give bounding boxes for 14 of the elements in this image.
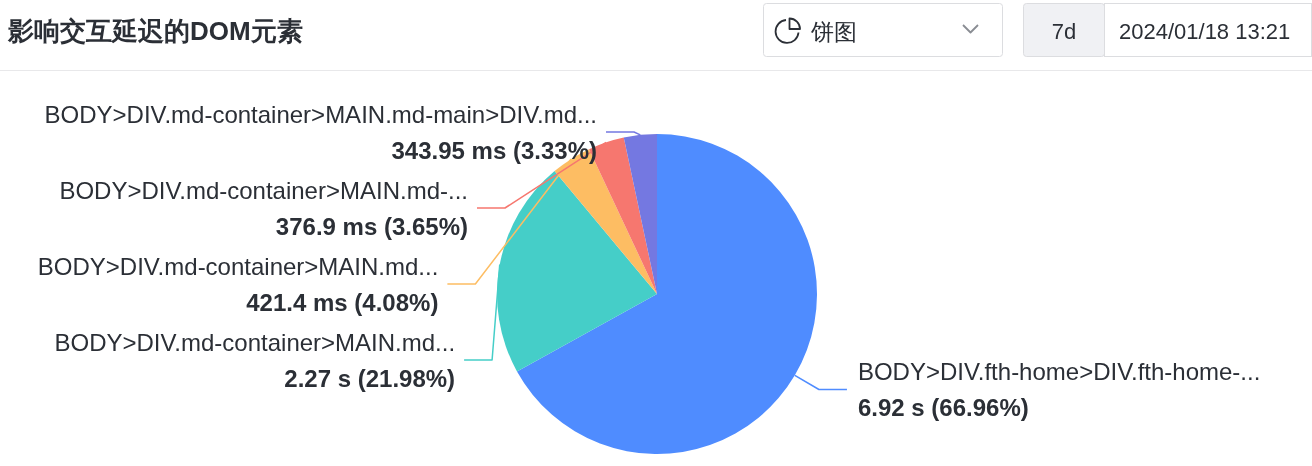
slice-label: BODY>DIV.md-container>MAIN.md-main>DIV.md... xyxy=(44,100,597,128)
text: 2024/01/18 13:21 xyxy=(1119,19,1291,44)
slice-label: BODY>DIV.md-container>MAIN.md-... xyxy=(59,176,468,204)
data-label: 2.27 s (21.98%) xyxy=(284,364,456,392)
text: 7d xyxy=(1051,19,1077,44)
data-label: 376.9 ms (3.65%) xyxy=(275,212,468,240)
chart-title: 影响交互延迟的DOM元素 xyxy=(7,16,303,46)
slice-label: BODY>DIV.fth-home>DIV.fth-home-... xyxy=(857,358,1261,385)
data-label: 343.95 ms (3.33%) xyxy=(391,136,597,164)
slice-label: BODY>DIV.md-container>MAIN.md... xyxy=(37,252,439,280)
slice-label: BODY>DIV.md-container>MAIN.md... xyxy=(54,328,456,356)
data-label: 421.4 ms (4.08%) xyxy=(246,288,439,316)
data-label: 6.92 s (66.96%) xyxy=(857,394,1029,421)
text: 饼图 xyxy=(810,19,857,45)
